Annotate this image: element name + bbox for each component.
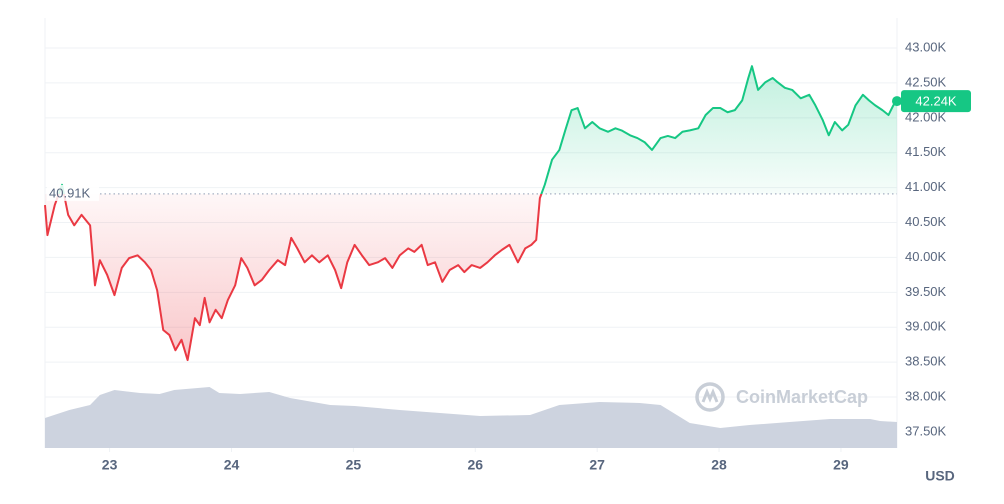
volume-area bbox=[45, 387, 897, 448]
volume-layer bbox=[45, 387, 897, 448]
baseline-label: 40.91K bbox=[49, 185, 91, 200]
y-tick-label: 38.00K bbox=[905, 388, 947, 403]
x-tick-label: 24 bbox=[224, 457, 240, 473]
currency-label: USD bbox=[925, 468, 955, 484]
plot: 40.91K 42.24K bbox=[44, 65, 971, 362]
baseline-label-bg bbox=[47, 184, 99, 201]
price-line bbox=[44, 65, 898, 362]
y-tick-label: 37.50K bbox=[905, 423, 947, 438]
current-price-label: 42.24K bbox=[915, 94, 957, 109]
y-tick-label: 41.00K bbox=[905, 179, 947, 194]
y-tick-label: 41.50K bbox=[905, 144, 947, 159]
y-tick-label: 42.00K bbox=[905, 109, 947, 124]
watermark-text: CoinMarketCap bbox=[736, 387, 868, 407]
x-tick-label: 29 bbox=[833, 457, 849, 473]
y-tick-label: 38.50K bbox=[905, 354, 947, 369]
x-tick-label: 26 bbox=[467, 457, 483, 473]
x-tick-label: 28 bbox=[711, 457, 727, 473]
y-tick-label: 42.50K bbox=[905, 74, 947, 89]
y-tick-label: 40.50K bbox=[905, 214, 947, 229]
x-tick-label: 23 bbox=[102, 457, 118, 473]
watermark-logo bbox=[695, 382, 725, 412]
y-tick-label: 39.50K bbox=[905, 284, 947, 299]
price-area bbox=[45, 66, 897, 361]
x-tick-label: 25 bbox=[346, 457, 362, 473]
y-tick-label: 39.00K bbox=[905, 319, 947, 334]
watermark-logo-mark bbox=[701, 388, 719, 403]
current-price-dot bbox=[892, 96, 902, 107]
x-tick-label: 27 bbox=[589, 457, 605, 473]
current-price-badge bbox=[901, 90, 971, 113]
y-tick-label: 40.00K bbox=[905, 249, 947, 264]
y-tick-label: 43.00K bbox=[905, 39, 947, 54]
watermark: CoinMarketCap bbox=[695, 382, 868, 412]
